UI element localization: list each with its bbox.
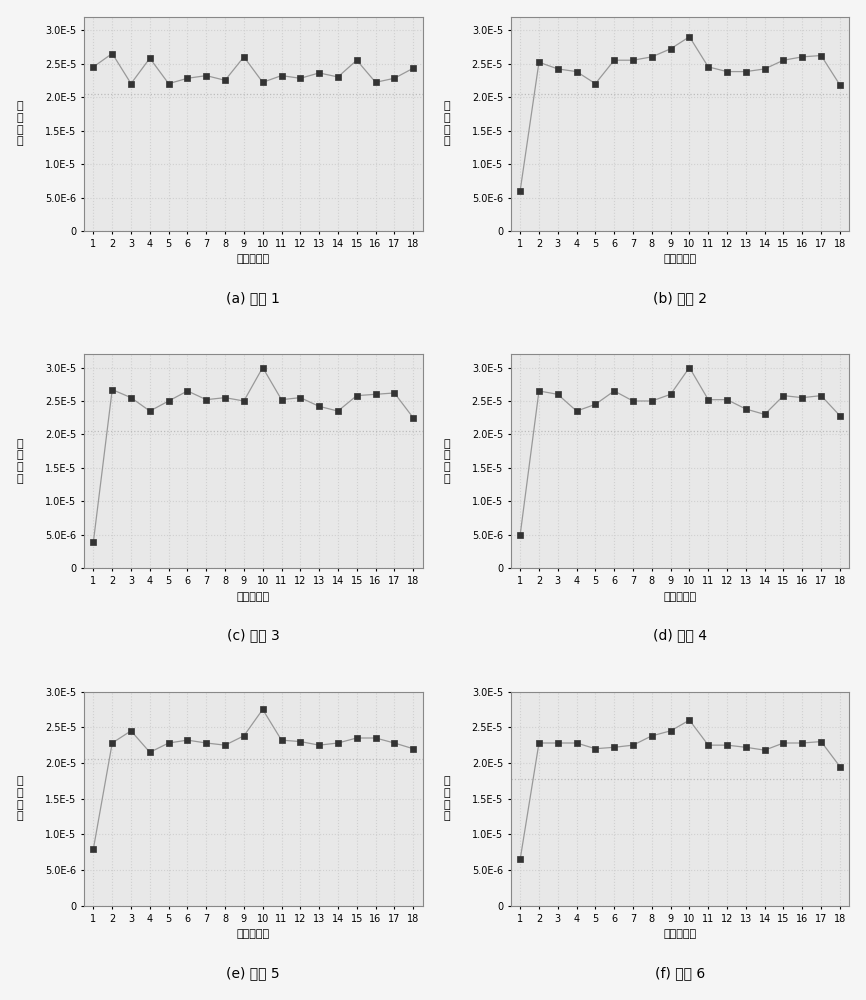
X-axis label: 定子齿编号: 定子齿编号 <box>663 592 696 602</box>
X-axis label: 定子齿编号: 定子齿编号 <box>236 929 270 939</box>
Y-axis label: 磁
密
振
幅: 磁 密 振 幅 <box>443 439 450 484</box>
Y-axis label: 磁
密
振
幅: 磁 密 振 幅 <box>16 439 23 484</box>
X-axis label: 定子齿编号: 定子齿编号 <box>236 592 270 602</box>
X-axis label: 定子齿编号: 定子齿编号 <box>663 929 696 939</box>
X-axis label: 定子齿编号: 定子齿编号 <box>663 254 696 264</box>
Text: (c) 工况 3: (c) 工况 3 <box>227 628 280 642</box>
Y-axis label: 磁
密
振
幅: 磁 密 振 幅 <box>16 101 23 146</box>
Text: (a) 工况 1: (a) 工况 1 <box>226 291 281 305</box>
Text: (f) 工况 6: (f) 工况 6 <box>655 966 705 980</box>
Y-axis label: 磁
密
振
幅: 磁 密 振 幅 <box>443 776 450 821</box>
Text: (d) 工况 4: (d) 工况 4 <box>653 628 707 642</box>
Y-axis label: 磁
密
振
幅: 磁 密 振 幅 <box>443 101 450 146</box>
Text: (e) 工况 5: (e) 工况 5 <box>227 966 280 980</box>
Text: (b) 工况 2: (b) 工况 2 <box>653 291 707 305</box>
Y-axis label: 磁
密
振
幅: 磁 密 振 幅 <box>16 776 23 821</box>
X-axis label: 定子齿编号: 定子齿编号 <box>236 254 270 264</box>
